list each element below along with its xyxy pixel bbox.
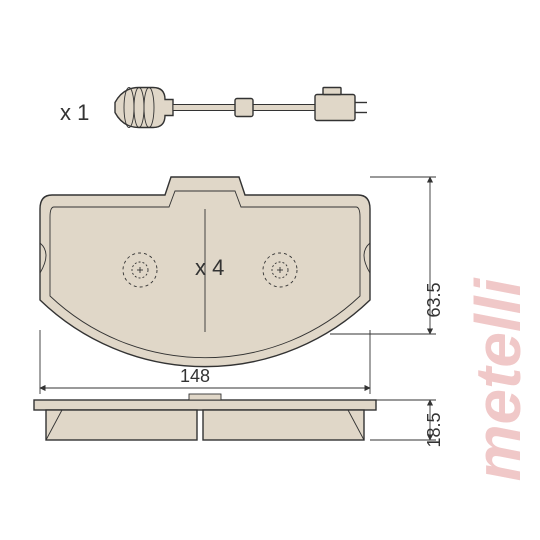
side-backplate: [34, 400, 376, 410]
side-friction-left: [46, 410, 197, 440]
cable-qty-label: x 1: [60, 100, 89, 125]
connector-body: [315, 95, 355, 121]
sensor-cable-drawing: [115, 88, 367, 128]
side-friction-right: [203, 410, 364, 440]
watermark: metelli: [462, 277, 534, 481]
brake-pad-side-view: [34, 394, 376, 440]
technical-drawing: metelli x 1 x 4 148 63.5 18.5: [0, 0, 540, 540]
dim-thickness-value: 18.5: [424, 412, 444, 447]
dim-width-value: 148: [180, 366, 210, 386]
pad-qty-label: x 4: [195, 255, 224, 280]
cable-clip: [235, 99, 253, 117]
watermark-text: metelli: [462, 277, 534, 481]
dim-height-value: 63.5: [424, 282, 444, 317]
